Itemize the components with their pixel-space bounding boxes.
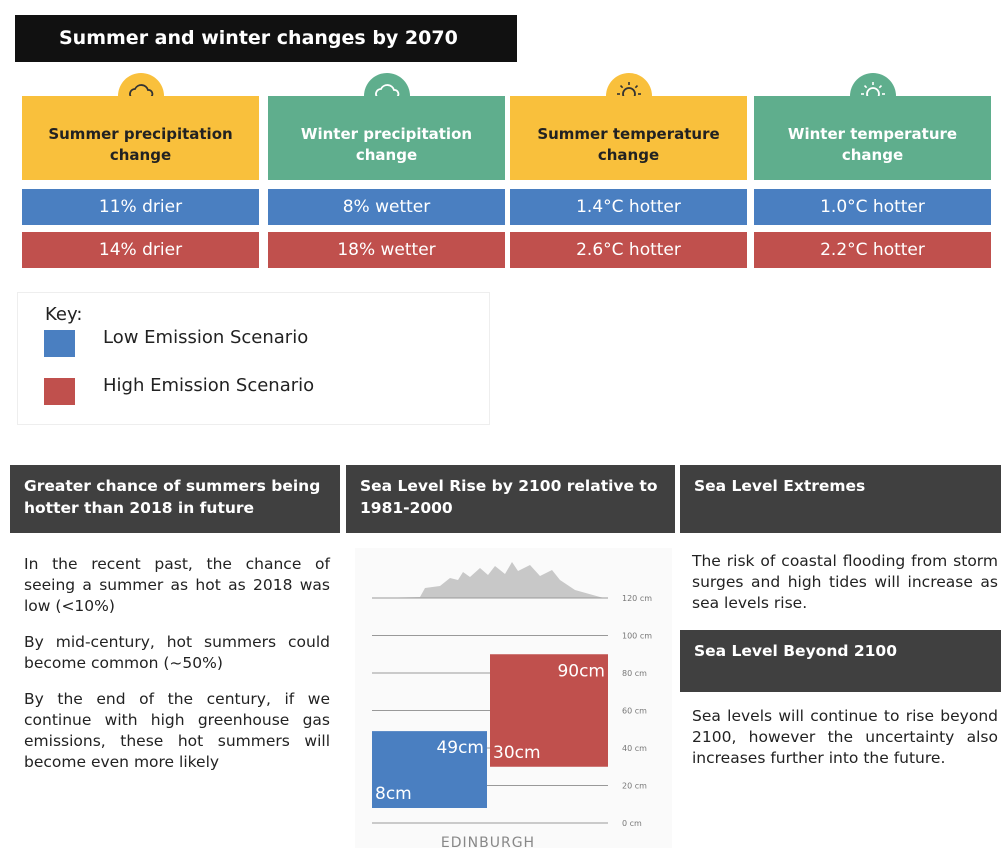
y-tick-label: 20 cm — [622, 782, 647, 791]
y-tick-label: 0 cm — [622, 819, 642, 828]
paragraph: The risk of coastal flooding from storm … — [692, 552, 998, 612]
section-title: Sea Level Beyond 2100 — [694, 642, 897, 660]
sun-ray — [863, 84, 867, 89]
range-bar — [372, 731, 487, 808]
high-scenario-value: 18% wetter — [268, 232, 505, 268]
y-tick-label: 60 cm — [622, 707, 647, 716]
card-header: Winter precipitation change — [268, 96, 505, 180]
cloud-icon — [374, 84, 399, 98]
chart-background — [355, 548, 672, 848]
high-scenario-value: 2.2°C hotter — [754, 232, 991, 268]
card-header: Summer precipitation change — [22, 96, 259, 180]
section-header: Greater chance of summers being hotter t… — [10, 465, 340, 533]
card-header: Winter temperature change — [754, 96, 991, 180]
value-label: 30cm — [493, 743, 541, 763]
section-title: Sea Level Rise by 2100 relative to 1981-… — [360, 477, 658, 517]
section-title: Greater chance of summers being hotter t… — [24, 477, 321, 517]
title: Summer and winter changes by 2070 — [59, 27, 458, 49]
paragraph: By the end of the century, if we continu… — [24, 690, 330, 771]
skyline — [375, 562, 605, 598]
cloud-icon — [128, 84, 153, 98]
section-header: Sea Level Beyond 2100 — [680, 630, 1001, 692]
text-column: The risk of coastal flooding from storm … — [692, 551, 998, 629]
y-tick-label: 40 cm — [622, 744, 647, 753]
range-bar — [490, 654, 608, 767]
key-box — [17, 292, 490, 425]
value-label: 49cm — [436, 738, 484, 758]
low-scenario-value: 8% wetter — [268, 189, 505, 225]
sun-ray — [634, 84, 638, 89]
high-scenario-value: 14% drier — [22, 232, 259, 268]
city-label: EDINBURGH — [441, 835, 535, 848]
value-label: 90cm — [557, 661, 605, 681]
low-scenario-value: 1.0°C hotter — [754, 189, 991, 225]
high-scenario-value: 2.6°C hotter — [510, 232, 747, 268]
text-column: Sea levels will continue to rise beyond … — [692, 706, 998, 784]
paragraph: Sea levels will continue to rise beyond … — [692, 707, 998, 767]
title-bar: Summer and winter changes by 2070 — [15, 15, 517, 62]
key-swatch — [44, 378, 75, 405]
card-header: Summer temperature change — [510, 96, 747, 180]
text-column: In the recent past, the chance of seeing… — [24, 554, 330, 788]
low-scenario-value: 11% drier — [22, 189, 259, 225]
y-tick-label: 120 cm — [622, 594, 652, 603]
y-tick-label: 80 cm — [622, 669, 647, 678]
key-title: Key: — [45, 304, 83, 325]
sun-ray — [878, 84, 882, 89]
key-swatch — [44, 330, 75, 357]
paragraph: In the recent past, the chance of seeing… — [24, 555, 330, 615]
sun-ray — [619, 84, 623, 89]
key-label: High Emission Scenario — [103, 375, 315, 396]
key-label: Low Emission Scenario — [103, 327, 309, 348]
section-title: Sea Level Extremes — [694, 477, 866, 495]
y-tick-label: 100 cm — [622, 632, 652, 641]
section-header: Sea Level Extremes — [680, 465, 1001, 533]
value-label: 8cm — [375, 784, 412, 804]
low-scenario-value: 1.4°C hotter — [510, 189, 747, 225]
section-header: Sea Level Rise by 2100 relative to 1981-… — [346, 465, 675, 533]
paragraph: By mid-century, hot summers could become… — [24, 633, 330, 672]
